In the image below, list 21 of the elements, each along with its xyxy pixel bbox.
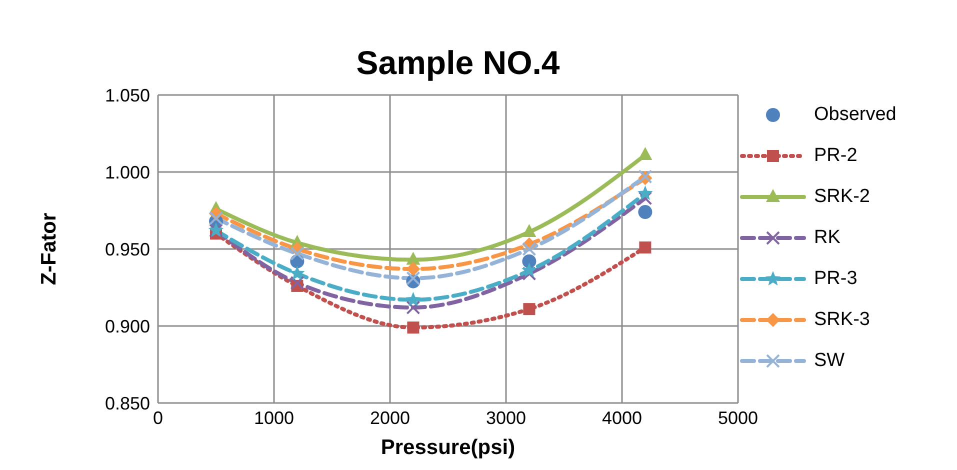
legend-label: SRK-2 <box>814 186 870 208</box>
y-tick-label: 1.000 <box>104 162 150 182</box>
y-tick-label: 0.900 <box>104 316 150 336</box>
legend-label: PR-2 <box>814 145 858 167</box>
legend-label: SRK-3 <box>814 309 870 331</box>
x-tick-label: 3000 <box>486 408 526 428</box>
chart-title: Sample NO.4 <box>355 44 561 82</box>
x-tick-label: 4000 <box>602 408 642 428</box>
x-tick-label: 2000 <box>370 408 410 428</box>
y-axis-title: Z-Fator <box>37 212 60 286</box>
x-axis-title: Pressure(psi) <box>380 436 516 459</box>
y-tick-label: 1.050 <box>104 85 150 106</box>
legend-label: Observed <box>814 104 896 126</box>
x-tick-label: 0 <box>152 408 164 428</box>
legend-label: PR-3 <box>814 268 858 290</box>
legend-label: RK <box>814 227 840 249</box>
y-tick-label: 0.850 <box>104 393 150 414</box>
x-tick-label: 5000 <box>718 408 758 428</box>
legend-label: SW <box>814 350 845 372</box>
x-tick-label: 1000 <box>254 408 294 428</box>
y-tick-label: 0.950 <box>104 239 150 260</box>
